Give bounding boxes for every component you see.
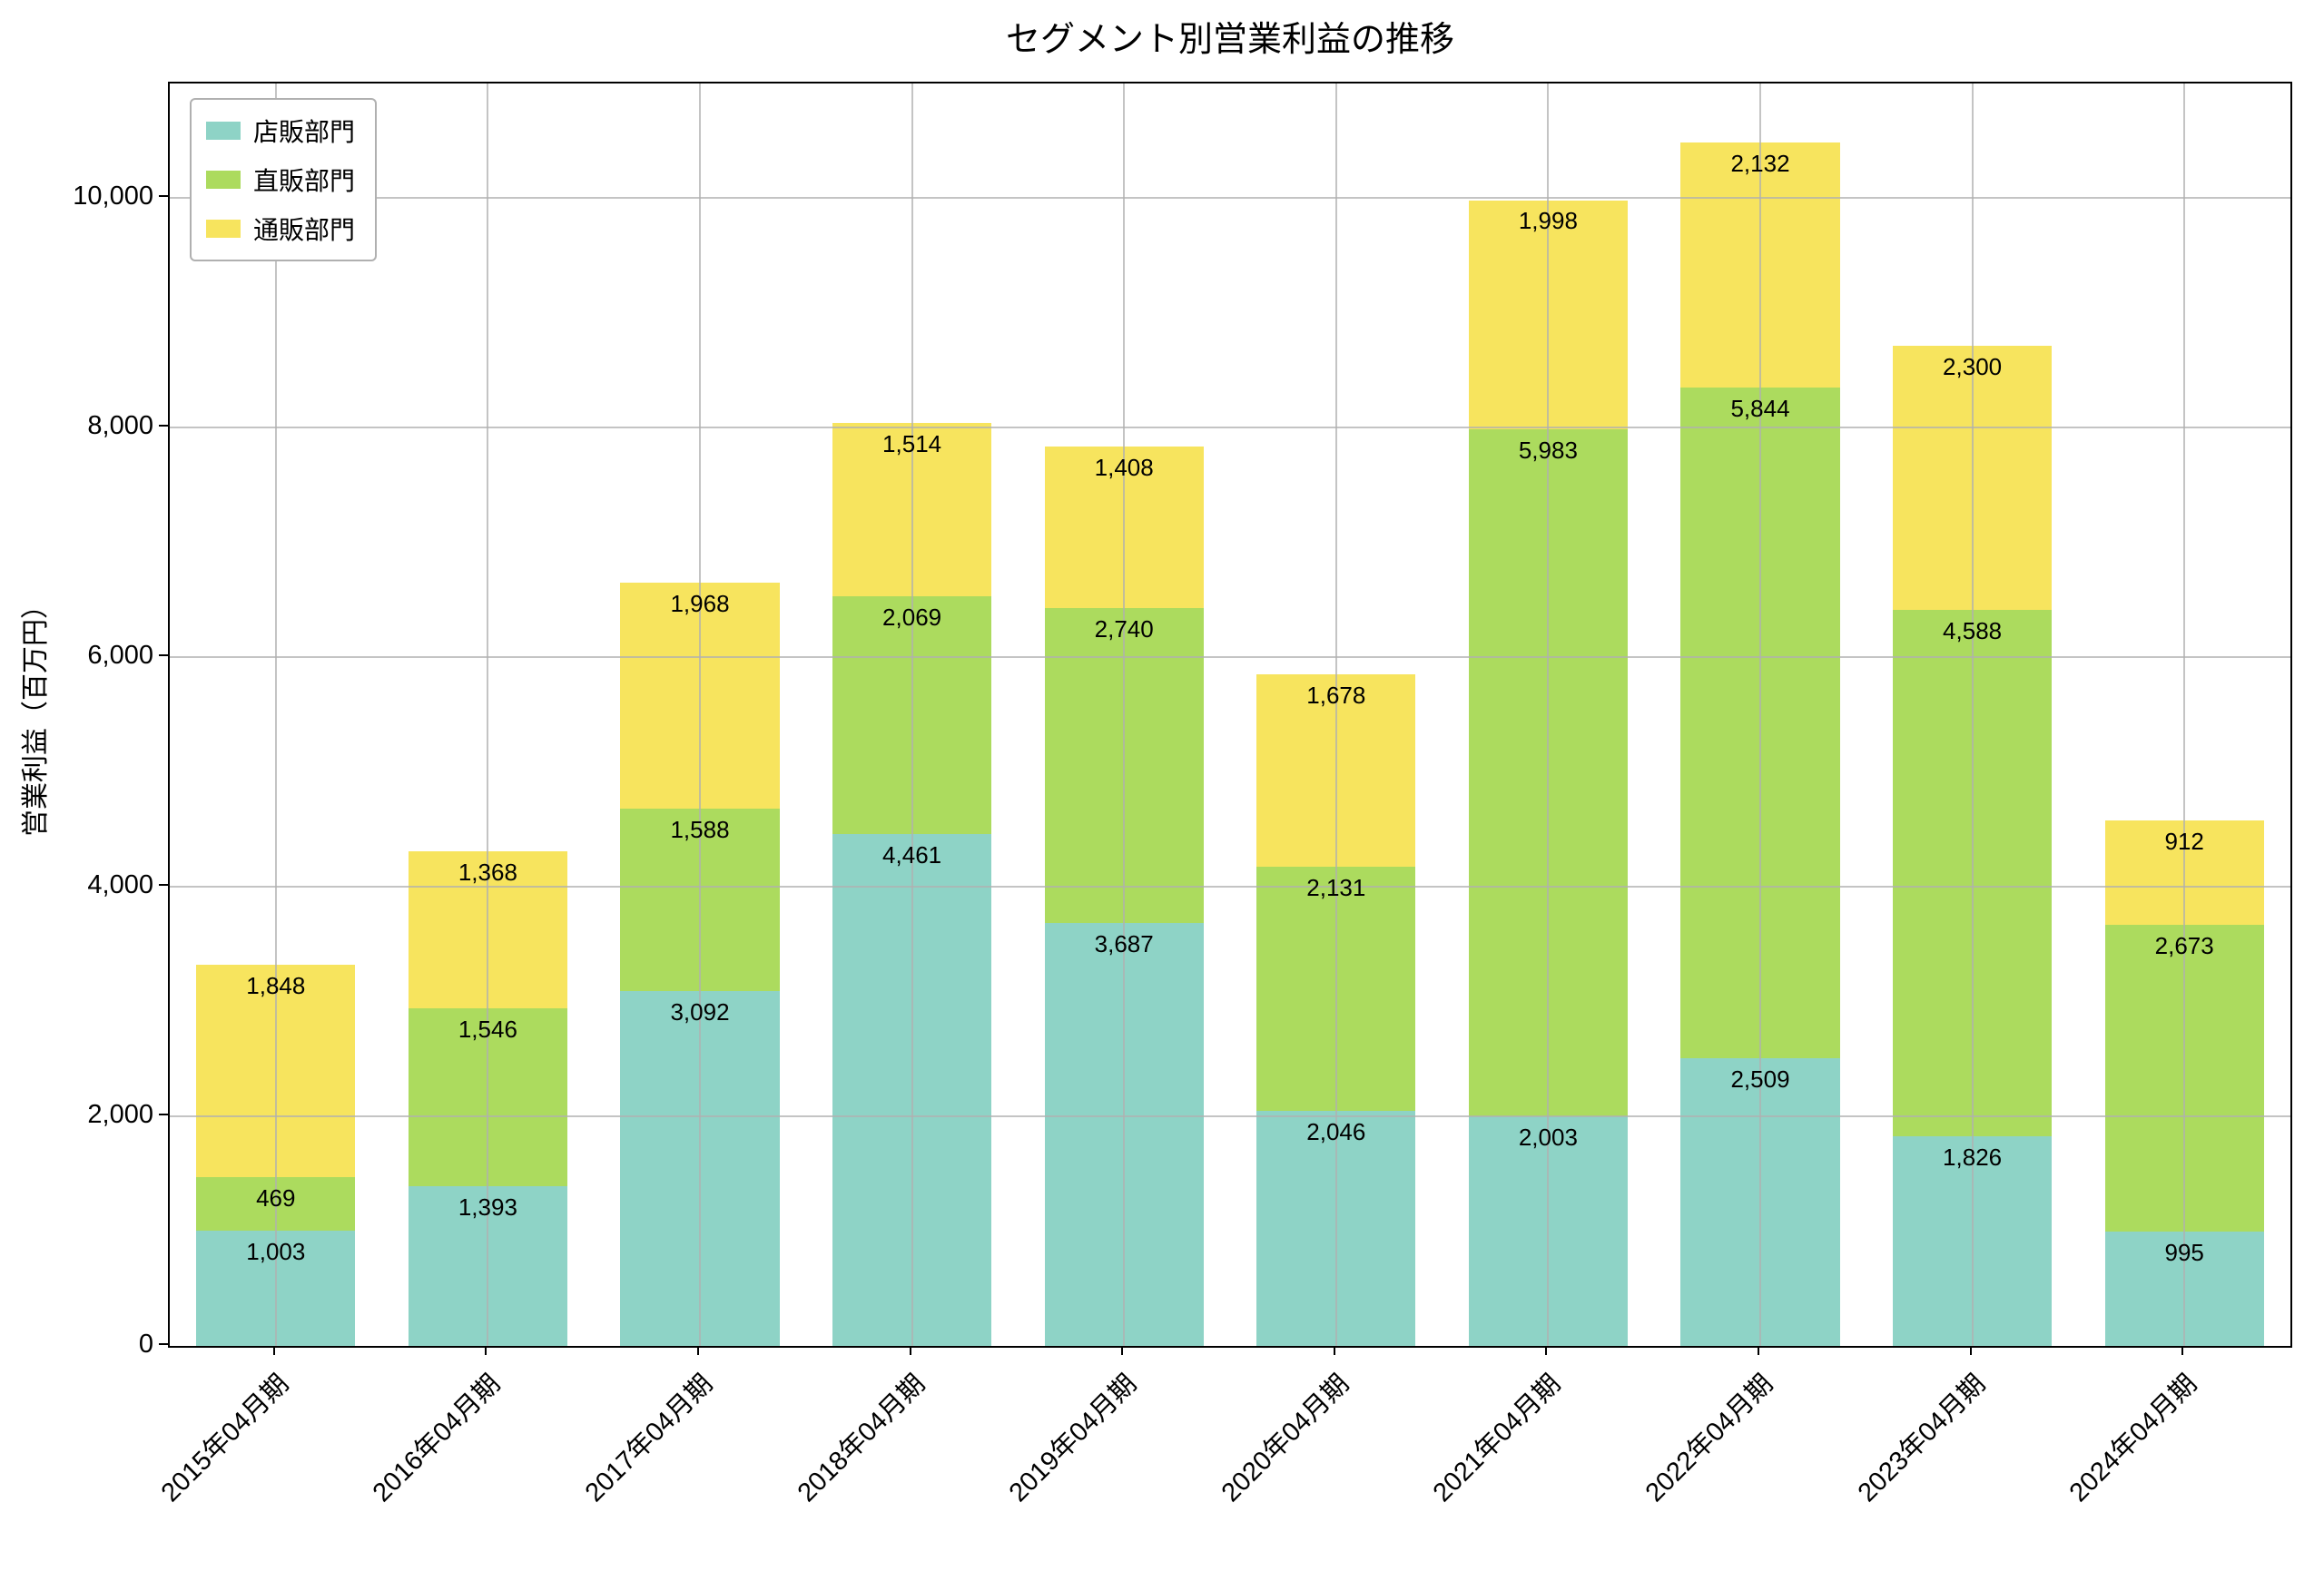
bar-segment — [1044, 608, 1204, 923]
x-tick-mark — [1969, 1346, 1972, 1355]
x-tick-mark — [1121, 1346, 1124, 1355]
bar-value-label: 1,678 — [1306, 681, 1366, 709]
bar-value-label: 2,003 — [1518, 1123, 1578, 1151]
bar-segment — [1680, 387, 1840, 1058]
bar-value-label: 2,069 — [882, 604, 942, 632]
x-tick-mark — [1333, 1346, 1335, 1355]
bar-value-label: 1,003 — [246, 1238, 306, 1266]
y-tick-label: 2,000 — [87, 1100, 153, 1130]
legend-label: 店販部門 — [253, 118, 356, 146]
legend-entry: 直販部門 — [206, 162, 355, 198]
bar-value-label: 1,514 — [882, 429, 942, 457]
y-tick-label: 10,000 — [73, 182, 153, 211]
y-tick-mark — [159, 654, 168, 657]
bar-segment — [1256, 866, 1416, 1112]
bar-value-label: 912 — [2164, 827, 2204, 855]
x-tick-mark — [272, 1346, 275, 1355]
bar-value-label: 1,848 — [246, 972, 306, 1000]
y-tick-mark — [159, 1114, 168, 1116]
bar-segment — [1893, 609, 2053, 1137]
legend-label: 通販部門 — [253, 216, 356, 244]
x-tick-mark — [697, 1346, 699, 1355]
y-tick-label: 0 — [138, 1330, 153, 1359]
通販部門-legend-swatch — [206, 220, 241, 238]
bar-value-label: 4,588 — [1943, 616, 2003, 644]
bar-value-label: 5,983 — [1518, 437, 1578, 465]
bar-segment — [620, 991, 780, 1346]
x-tick-mark — [485, 1346, 487, 1355]
bar-segment — [832, 833, 992, 1346]
plot-area: 1,003 469 1,848 1,393 1,546 1,368 3,092 1,588 1,… — [168, 82, 2292, 1348]
x-tick-mark — [909, 1346, 911, 1355]
bar-value-label: 2,131 — [1306, 873, 1366, 901]
legend-label: 直販部門 — [253, 167, 356, 195]
y-tick-label: 6,000 — [87, 641, 153, 671]
x-tick-mark — [1758, 1346, 1759, 1355]
bar-segment — [1680, 142, 1840, 388]
bar-value-label: 2,046 — [1306, 1118, 1366, 1146]
y-tick-mark — [159, 884, 168, 887]
bar-segment — [1680, 1057, 1840, 1346]
bar-value-label: 1,368 — [458, 859, 517, 887]
bar-value-label: 1,998 — [1518, 207, 1578, 235]
y-tick-mark — [159, 195, 168, 198]
bar-value-label: 995 — [2164, 1239, 2204, 1267]
bar-value-label: 469 — [256, 1183, 296, 1212]
y-tick-label: 8,000 — [87, 411, 153, 441]
bar-segment — [1893, 346, 2053, 610]
bar-value-label: 3,687 — [1094, 929, 1154, 957]
bar-value-label: 2,509 — [1730, 1065, 1790, 1093]
legend-entry: 店販部門 — [206, 113, 355, 149]
y-tick-mark — [159, 1343, 168, 1345]
bar-segment — [832, 596, 992, 834]
bar-value-label: 1,393 — [458, 1193, 517, 1221]
y-tick-label: 4,000 — [87, 870, 153, 900]
bar-value-label: 1,588 — [670, 816, 730, 844]
horizontal-gridline — [170, 197, 2290, 200]
x-tick-mark — [2181, 1346, 2184, 1355]
bar-value-label: 2,673 — [2154, 932, 2214, 960]
bar-segment — [2104, 925, 2264, 1232]
y-axis-label: 営業利益（百万円） — [21, 592, 51, 837]
bar-value-label: 2,740 — [1094, 615, 1154, 643]
legend-entry: 通販部門 — [206, 211, 355, 247]
x-tick-mark — [1545, 1346, 1548, 1355]
bar-value-label: 3,092 — [670, 998, 730, 1026]
bar-value-label: 5,844 — [1730, 394, 1790, 422]
店販部門-legend-swatch — [206, 122, 241, 140]
bar-segment — [1468, 429, 1628, 1116]
legend: 店販部門直販部門通販部門 — [190, 98, 378, 261]
bar-value-label: 1,826 — [1943, 1144, 2003, 1172]
bar-value-label: 1,408 — [1094, 454, 1154, 482]
bar-value-label: 4,461 — [882, 840, 942, 869]
bar-segment — [1044, 922, 1204, 1346]
bar-value-label: 1,546 — [458, 1016, 517, 1044]
bar-value-label: 2,132 — [1730, 150, 1790, 178]
直販部門-legend-swatch — [206, 171, 241, 189]
y-tick-mark — [159, 425, 168, 427]
bar-value-label: 2,300 — [1943, 353, 2003, 381]
chart-title: セグメント別営業利益の推移 — [1005, 21, 1454, 59]
bar-value-label: 1,968 — [670, 590, 730, 618]
